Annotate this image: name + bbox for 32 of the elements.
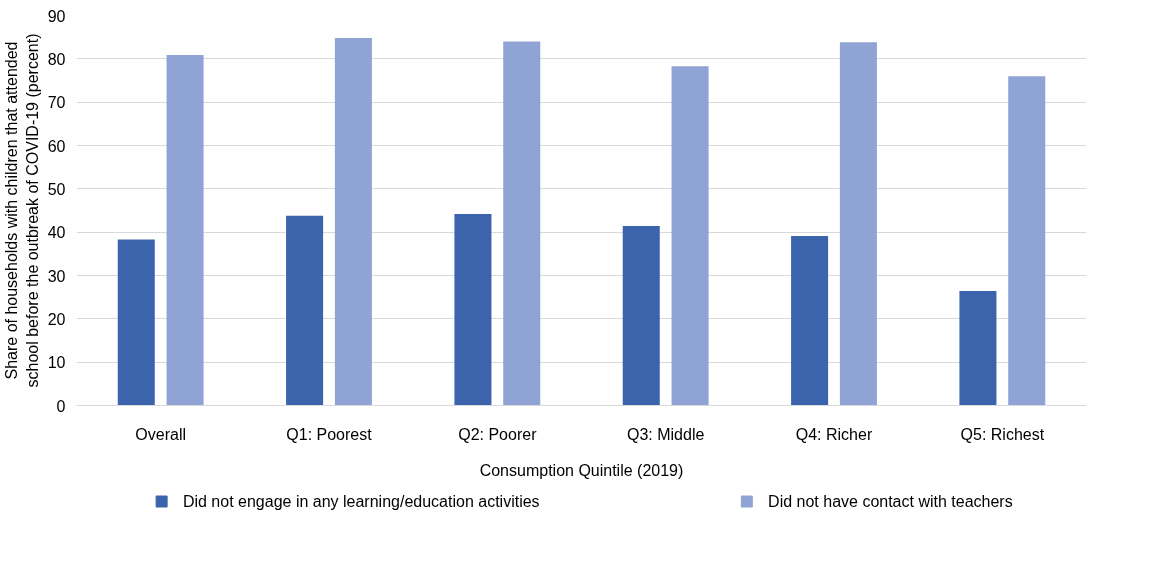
x-tick-label: Q1: Poorest (286, 425, 373, 443)
y-tick-label: 10 (47, 354, 66, 372)
x-tick-label: Q4: Richer (795, 425, 873, 443)
x-tick-label: Q5: Richest (960, 425, 1045, 443)
y-tick-label: 70 (47, 94, 66, 112)
y-tick-label: 20 (47, 310, 66, 328)
y-tick-label: 90 (47, 7, 66, 25)
y-tick-label: 40 (47, 224, 66, 242)
y-tick-label: 60 (47, 137, 66, 155)
bar (671, 66, 709, 406)
y-tick-label: 80 (47, 50, 66, 68)
bar (454, 213, 492, 406)
x-tick-label: Q3: Middle (626, 425, 705, 443)
bar (334, 38, 372, 406)
bar (622, 226, 660, 406)
legend-label: Did not engage in any learning/education activities (182, 493, 540, 510)
bar (959, 291, 997, 406)
bar (839, 42, 877, 406)
bar (503, 41, 541, 406)
bar (286, 215, 324, 406)
text: Consumption Quintile (2019) (479, 461, 684, 479)
y-tick-label: 0 (56, 397, 66, 415)
y-tick-label: 30 (47, 267, 66, 285)
x-tick-label: Q2: Poorer (458, 425, 538, 443)
y-axis-title: Share of households with children that attended school before the outbreak of COVID-19 (percent) (3, 33, 41, 388)
bar (1008, 76, 1046, 406)
legend-label: Did not have contact with teachers (768, 493, 1013, 510)
y-tick-label: 50 (47, 180, 66, 198)
bar (791, 236, 829, 406)
x-tick-label: Overall (135, 425, 187, 443)
bar (117, 239, 155, 406)
bar (166, 54, 204, 406)
